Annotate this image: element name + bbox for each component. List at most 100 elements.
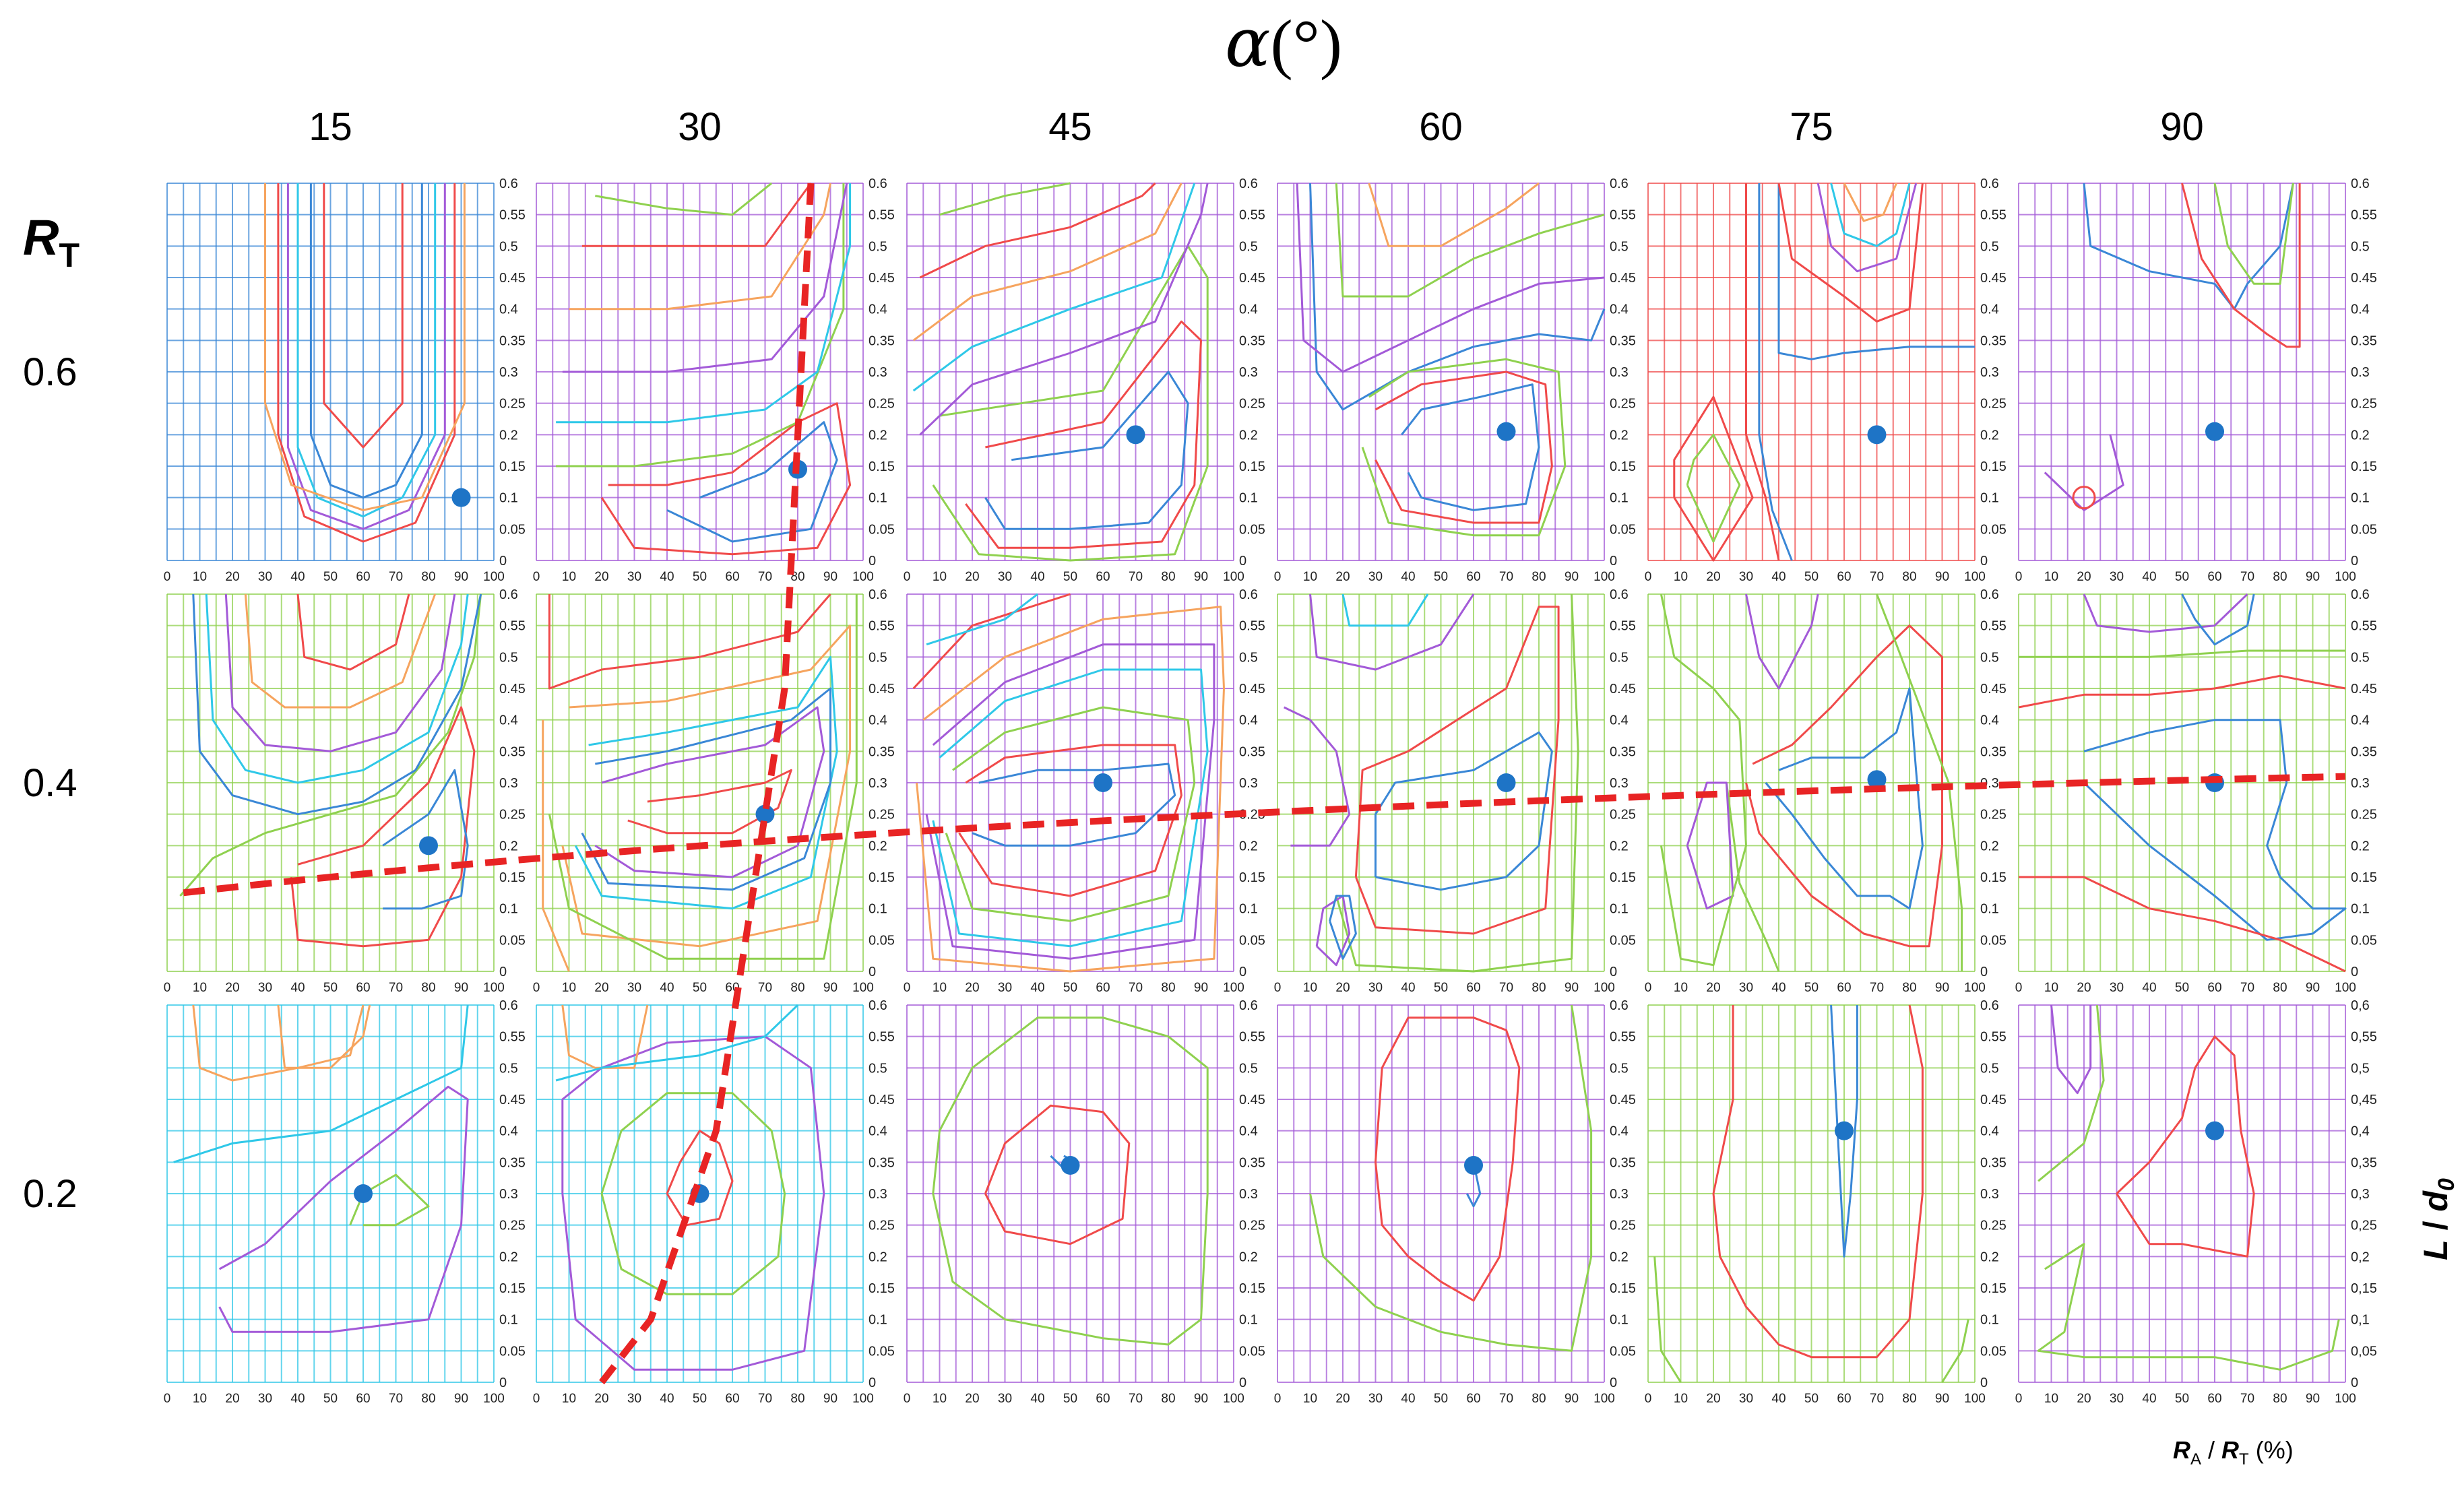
- y-tick-label: 0.2: [868, 428, 887, 443]
- y-tick-label: 0: [2351, 1376, 2358, 1390]
- x-tick-label: 90: [454, 1392, 468, 1406]
- optimum-marker: [1867, 770, 1887, 789]
- y-tick-label: 0.6: [868, 176, 887, 191]
- x-tick-label: 20: [225, 570, 239, 584]
- x-tick-label: 0: [1274, 981, 1282, 995]
- contour-line: [382, 769, 469, 910]
- y-tick-label: 0: [1239, 554, 1246, 569]
- contour-line: [581, 183, 812, 247]
- alpha-symbol: α: [1225, 3, 1271, 82]
- y-tick-label: 0.1: [1980, 491, 1999, 506]
- y-tick-label: 0.4: [1610, 713, 1629, 728]
- x-tick-label: 80: [421, 570, 435, 584]
- x-tick-label: 10: [1674, 1392, 1688, 1406]
- y-tick-label: 0.35: [868, 333, 895, 348]
- y-tick-label: 0: [1980, 1376, 1988, 1390]
- y-tick-label: 0: [868, 554, 876, 569]
- x-tick-label: 60: [356, 1392, 370, 1406]
- optimum-marker: [1835, 1121, 1854, 1140]
- x-tick-label: 60: [1837, 981, 1851, 995]
- x-tick-label: 50: [1804, 570, 1819, 584]
- y-tick-label: 0.15: [499, 459, 526, 474]
- y-tick-label: 0.3: [1239, 365, 1258, 380]
- x-tick-label: 90: [2306, 981, 2320, 995]
- y-tick-label: 0.25: [1980, 1219, 2007, 1233]
- y-tick-label: 0.05: [1610, 933, 1636, 948]
- contour-line: [1284, 706, 1351, 847]
- y-tick-label: 0.15: [868, 1281, 895, 1296]
- y-tick-label: 0,35: [2351, 1155, 2377, 1170]
- x-tick-label: 100: [1223, 981, 1244, 995]
- x-tick-label: 30: [1368, 1392, 1383, 1406]
- y-tick-label: 0.15: [1610, 1281, 1636, 1296]
- x-tick-label: 90: [1935, 981, 1949, 995]
- contour-line: [926, 593, 1038, 646]
- y-tick-label: 0.15: [2351, 459, 2377, 474]
- x-tick-label: 90: [1565, 1392, 1579, 1406]
- y-tick-label: 0.2: [1980, 428, 1999, 443]
- y-tick-label: 0.6: [1239, 587, 1258, 602]
- y-tick-label: 0.35: [2351, 744, 2377, 759]
- x-tick-label: 0: [1645, 981, 1652, 995]
- contour-line: [595, 182, 773, 216]
- x-tick-label: 20: [1706, 981, 1720, 995]
- contour-line: [277, 1004, 371, 1069]
- column-label: 30: [678, 105, 722, 149]
- y-tick-label: 0.2: [1239, 428, 1258, 443]
- y-tick-label: 0,05: [2351, 1344, 2377, 1359]
- x-tick-label: 60: [725, 1392, 739, 1406]
- y-tick-label: 0.35: [1239, 1155, 1265, 1170]
- x-tick-label: 30: [2110, 1392, 2124, 1406]
- contour-line: [594, 706, 825, 878]
- x-tick-label: 50: [693, 1392, 707, 1406]
- y-tick-label: 0.55: [499, 619, 526, 634]
- y-tick-label: 0.1: [1239, 1313, 1258, 1328]
- x-tick-label: 20: [2077, 570, 2091, 584]
- contour-line: [1375, 370, 1553, 524]
- contour-line: [600, 402, 852, 556]
- x-tick-label: 40: [2142, 570, 2156, 584]
- contour-line: [1309, 183, 1606, 411]
- contour-line: [323, 183, 404, 449]
- row-column-labels: 15 30 45 60 75 90 0.6 0.4 0.2: [23, 105, 2204, 1216]
- contour-line: [581, 687, 831, 891]
- y-tick-label: 0.35: [1980, 744, 2007, 759]
- y-tick-label: 0.55: [1980, 1030, 2007, 1045]
- y-tick-label: 0.5: [499, 650, 518, 665]
- y-tick-label: 0.6: [1980, 998, 1999, 1013]
- contour-line: [561, 624, 852, 948]
- y-tick-label: 0.3: [1239, 1187, 1258, 1202]
- x-tick-label: 80: [1902, 981, 1916, 995]
- x-tick-label: 40: [290, 981, 305, 995]
- column-label: 90: [2160, 105, 2204, 149]
- y-tick-label: 0.6: [1610, 176, 1629, 191]
- optimum-marker: [1867, 425, 1887, 445]
- x-tick-label: 50: [1804, 1392, 1819, 1406]
- contour-line: [2181, 593, 2255, 646]
- y-tick-label: 0.2: [1980, 1250, 1999, 1264]
- x-tick-label: 60: [1096, 981, 1110, 995]
- x-tick-label: 20: [594, 570, 608, 584]
- y-tick-label: 0.35: [1980, 1155, 2007, 1170]
- y-tick-label: 0.25: [868, 397, 895, 412]
- x-tick-label: 30: [258, 1392, 272, 1406]
- x-tick-label: 100: [1964, 981, 1986, 995]
- y-tick-label: 0.4: [868, 713, 887, 728]
- y-tick-label: 0.55: [2351, 619, 2377, 634]
- x-tick-label: 30: [1739, 981, 1753, 995]
- x-tick-label: 100: [1223, 1392, 1244, 1406]
- contour-line: [1725, 782, 1780, 972]
- y-tick-label: 0.45: [1610, 271, 1636, 286]
- y-tick-label: 0.2: [499, 428, 518, 443]
- x-tick-label: 100: [852, 1392, 874, 1406]
- x-tick-label: 10: [933, 981, 947, 995]
- x-tick-label: 40: [1401, 1392, 1415, 1406]
- y-tick-label: 0.15: [1980, 1281, 2007, 1296]
- column-label: 60: [1419, 105, 1463, 149]
- y-tick-label: 0.55: [1980, 619, 2007, 634]
- x-tick-label: 40: [1771, 570, 1786, 584]
- contour-line: [1368, 182, 1540, 247]
- x-tick-label: 20: [965, 1392, 979, 1406]
- contour-line: [2019, 876, 2346, 973]
- y-tick-label: 0.45: [499, 682, 526, 697]
